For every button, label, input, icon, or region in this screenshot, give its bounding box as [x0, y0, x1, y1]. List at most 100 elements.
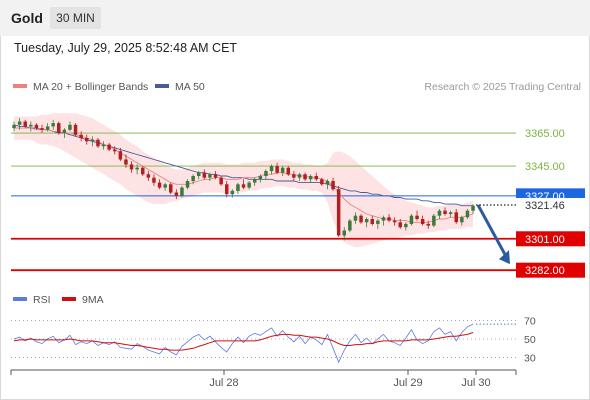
candle-body	[157, 182, 162, 188]
candle-body	[163, 184, 167, 188]
rsi-panel: RSI 9MA 70 50 30	[11, 294, 536, 365]
projection-arrow-head	[499, 250, 510, 265]
rsi-legend-swatch	[13, 297, 27, 301]
candle-body	[392, 220, 397, 223]
last-price-label: 3321.46	[525, 200, 565, 212]
level-label: 3301.00	[525, 234, 565, 246]
projection-arrow-shaft	[476, 204, 509, 259]
candle-body	[314, 176, 318, 180]
candle-body	[180, 187, 184, 196]
candle-body	[297, 174, 302, 178]
ma20-legend-label: MA 20 + Bollinger Bands	[33, 81, 148, 93]
level-label-box	[516, 231, 585, 247]
candle-body	[146, 174, 151, 178]
x-tick-label: Jul 29	[393, 377, 422, 389]
candle-body	[62, 129, 67, 133]
candle-body	[101, 144, 106, 147]
candle-body	[275, 166, 279, 173]
chart-datetime: Tuesday, July 29, 2025 8:52:48 AM CET	[14, 41, 238, 55]
candle-body	[308, 176, 313, 180]
candle-body	[353, 215, 358, 221]
rsi-legend-label: RSI	[33, 294, 51, 306]
candle-body	[51, 123, 55, 127]
candle-body	[90, 139, 95, 142]
candle-body	[219, 177, 223, 185]
instrument-title: Gold	[11, 10, 43, 26]
candle-body	[230, 190, 235, 195]
candle-body	[398, 222, 402, 228]
projection	[476, 204, 510, 265]
candle-body	[68, 124, 72, 130]
candle-body	[17, 121, 22, 125]
candle-body	[12, 124, 16, 129]
timeframe-badge[interactable]: 30 MIN	[50, 7, 101, 29]
candle-body	[292, 174, 296, 178]
candle-body	[85, 138, 89, 142]
candle-body	[415, 215, 419, 219]
level-lines: 3365.003345.003327.003301.003282.003321.…	[11, 128, 585, 278]
x-tick-label: Jul 28	[209, 377, 238, 389]
candle-body	[471, 205, 475, 211]
candle-body	[241, 184, 246, 188]
level-label: 3282.00	[525, 265, 565, 277]
candle-body	[135, 167, 139, 170]
candle-body	[113, 149, 117, 152]
last-price-box	[516, 197, 585, 212]
candle-body	[303, 174, 307, 180]
candle-body	[185, 181, 190, 188]
candle-body	[359, 215, 363, 223]
candle-body	[79, 134, 83, 138]
rsi-ma-legend-label: 9MA	[82, 294, 104, 306]
candle-body	[253, 179, 257, 183]
candle-body	[96, 139, 100, 147]
candle-body	[57, 123, 61, 133]
moving-averages	[13, 124, 474, 223]
candle-body	[370, 219, 374, 224]
level-label: 3345.00	[525, 161, 565, 173]
rsi-line	[13, 323, 474, 364]
ma50-legend-label: MA 50	[175, 81, 205, 93]
candle-body	[320, 179, 324, 185]
candle-body	[409, 215, 414, 224]
candle-body	[381, 217, 386, 221]
candle-body	[23, 121, 27, 127]
candle-body	[208, 174, 212, 178]
candle-body	[454, 212, 458, 223]
candle-body	[169, 184, 173, 193]
level-label: 3365.00	[525, 128, 565, 140]
rsi-tick-label: 70	[524, 315, 536, 327]
candles	[12, 118, 475, 241]
rsi-ma-line	[13, 332, 474, 351]
rsi-tick-label: 30	[524, 353, 536, 365]
candle-body	[336, 189, 341, 236]
candle-body	[45, 126, 50, 130]
candle-body	[29, 124, 33, 127]
ma20-line	[14, 127, 474, 223]
candle-body	[286, 167, 290, 175]
candle-body	[432, 215, 436, 226]
candle-body	[107, 144, 111, 150]
price-legend: MA 20 + Bollinger Bands MA 50 Research ©…	[13, 81, 581, 93]
ma20-legend-swatch	[13, 84, 27, 88]
candle-body	[202, 172, 207, 178]
candle-body	[191, 176, 195, 181]
candle-body	[264, 171, 268, 176]
candle-body	[174, 192, 179, 196]
credit-text: Research © 2025 Trading Central	[424, 81, 581, 93]
candle-body	[40, 128, 44, 130]
candle-body	[124, 159, 128, 165]
level-label-box	[516, 262, 585, 278]
candle-body	[364, 219, 369, 223]
candle-body	[404, 223, 408, 228]
candle-body	[213, 174, 218, 178]
x-tick-label: Jul 30	[461, 377, 490, 389]
x-axis: Jul 28 Jul 29 Jul 30	[10, 369, 517, 389]
ma50-legend-swatch	[155, 84, 169, 88]
candle-body	[387, 217, 391, 221]
candle-body	[118, 151, 123, 160]
candle-body	[443, 210, 447, 214]
candle-body	[247, 182, 251, 188]
candle-body	[420, 219, 425, 224]
candle-body	[465, 210, 470, 218]
